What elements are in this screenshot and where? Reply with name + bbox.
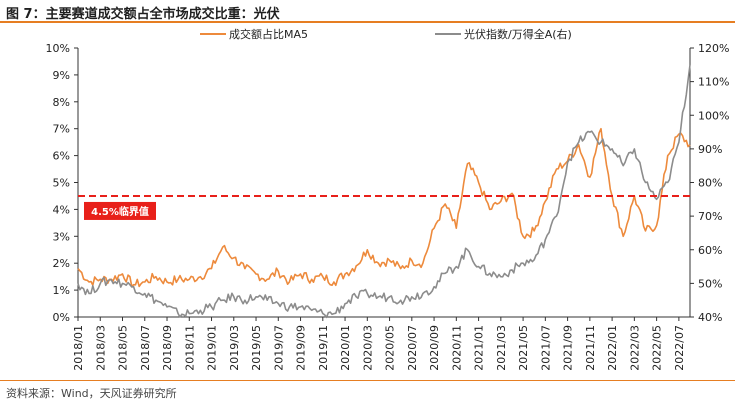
x-tick-label: 2018/11 <box>183 325 196 371</box>
y-left-tick-label: 2% <box>53 257 70 270</box>
y-left-tick-label: 10% <box>46 42 70 55</box>
y-right-tick-label: 110% <box>698 76 729 89</box>
y-left-tick-label: 6% <box>53 150 70 163</box>
y-axis-left: 0% 1% 2% 3% 4% 5% 6% 7% 8% 9% 10% <box>46 42 78 324</box>
x-tick-label: 2019/03 <box>228 325 241 371</box>
y-left-tick-label: 7% <box>53 123 70 136</box>
x-tick-label: 2018/03 <box>94 325 107 371</box>
y-right-tick-label: 90% <box>698 143 722 156</box>
y-right-tick-label: 120% <box>698 42 729 55</box>
x-tick-label: 2021/09 <box>562 325 575 371</box>
y-left-tick-label: 8% <box>53 96 70 109</box>
figure-title: 图 7：主要赛道成交额占全市场成交比重：光伏 <box>6 7 280 22</box>
chart: 0% 1% 2% 3% 4% 5% 6% 7% 8% 9% 10% 40% 50% 60% 70% 80% 9… <box>46 27 730 371</box>
x-tick-label: 2018/05 <box>117 325 130 371</box>
x-tick-label: 2022/05 <box>651 325 664 371</box>
legend: 成交额占比MA5 光伏指数/万得全A(右) <box>200 27 572 41</box>
plot-frame <box>77 48 691 318</box>
x-tick-label: 2020/05 <box>384 325 397 371</box>
x-tick-label: 2020/09 <box>428 325 441 371</box>
y-right-tick-label: 70% <box>698 210 722 223</box>
x-tick-label: 2020/07 <box>406 325 419 371</box>
footer-rule <box>0 380 735 381</box>
legend-label-share: 成交额占比MA5 <box>229 27 308 41</box>
y-right-tick-label: 100% <box>698 109 729 122</box>
x-tick-label: 2021/01 <box>473 325 486 371</box>
series-layer <box>77 64 691 319</box>
x-tick-label: 2018/01 <box>72 325 85 371</box>
x-tick-label: 2022/07 <box>673 325 686 371</box>
x-tick-label: 2019/05 <box>250 325 263 371</box>
x-tick-label: 2021/05 <box>517 325 530 371</box>
x-tick-label: 2019/09 <box>295 325 308 371</box>
y-left-tick-label: 3% <box>53 230 70 243</box>
x-tick-label: 2020/11 <box>450 325 463 371</box>
source-note: 资料来源：Wind，天风证券研究所 <box>6 387 177 400</box>
y-right-tick-label: 50% <box>698 277 722 290</box>
title-rule <box>0 21 735 23</box>
series-share-line <box>77 127 691 288</box>
x-tick-label: 2019/01 <box>206 325 219 371</box>
x-axis: 2018/01 2018/03 2018/05 2018/07 2018/09 2018/… <box>72 317 686 371</box>
x-tick-label: 2020/03 <box>361 325 374 371</box>
y-left-tick-label: 5% <box>53 177 70 190</box>
threshold-badge-label: 4.5%临界值 <box>91 205 149 218</box>
x-tick-label: 2019/11 <box>317 325 330 371</box>
x-tick-label: 2018/09 <box>161 325 174 371</box>
y-left-tick-label: 9% <box>53 69 70 82</box>
y-right-tick-label: 40% <box>698 311 722 324</box>
x-tick-label: 2021/07 <box>539 325 552 371</box>
threshold-layer: 4.5%临界值 <box>78 194 690 220</box>
y-left-tick-label: 4% <box>53 203 70 216</box>
x-tick-label: 2021/03 <box>495 325 508 371</box>
x-tick-label: 2022/03 <box>628 325 641 371</box>
x-tick-label: 2022/01 <box>606 325 619 371</box>
y-right-tick-label: 80% <box>698 177 722 190</box>
x-tick-label: 2021/11 <box>584 325 597 371</box>
x-tick-label: 2020/01 <box>339 325 352 371</box>
y-left-tick-label: 0% <box>53 311 70 324</box>
y-axis-right: 40% 50% 60% 70% 80% 90% 100% 110% 120% <box>690 42 729 324</box>
y-left-tick-label: 1% <box>53 284 70 297</box>
legend-label-index: 光伏指数/万得全A(右) <box>464 27 572 41</box>
series-index-line <box>77 64 691 319</box>
x-tick-label: 2018/07 <box>139 325 152 371</box>
y-right-tick-label: 60% <box>698 244 722 257</box>
x-tick-label: 2019/07 <box>272 325 285 371</box>
threshold-badge <box>84 201 156 220</box>
